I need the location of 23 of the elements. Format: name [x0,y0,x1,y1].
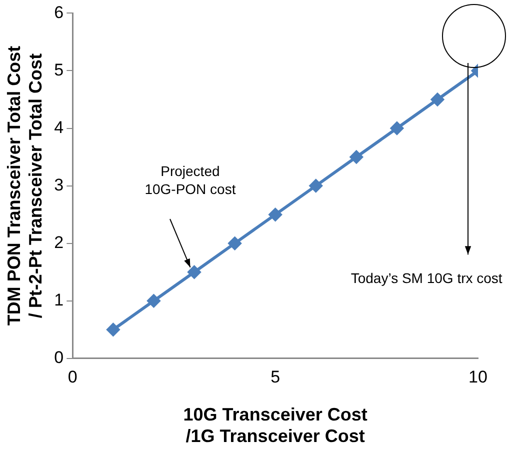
x-tick-label: 10 [468,367,488,386]
y-tick-label: 5 [54,60,64,80]
point [350,150,363,164]
y-tick-label: 1 [54,290,64,310]
y-tick-label: 6 [54,2,64,22]
annotation: Projected 10G-PON cost [144,162,236,197]
point [430,93,444,106]
x-tick-label: 5 [270,367,280,386]
annotation: Today’s SM 10G trx cost [350,270,502,286]
y-tick-label: 3 [54,175,64,194]
point [228,236,242,250]
y-tick-label: 4 [54,118,64,137]
point [309,179,322,192]
point [188,266,201,279]
point [268,208,282,222]
point [106,323,120,336]
x-tick-label: 0 [68,367,78,386]
y-axis-title: TDM PON Transceiver Total Cost / Pt-2-Pt Transceiver Total Cost [4,46,46,326]
point [147,294,160,308]
point [390,122,404,135]
y-tick-label: 0 [54,348,64,368]
x-axis-title: 10G Transceiver Cost /1G Transceiver Cost [183,404,368,446]
y-tick-label: 2 [54,233,64,252]
